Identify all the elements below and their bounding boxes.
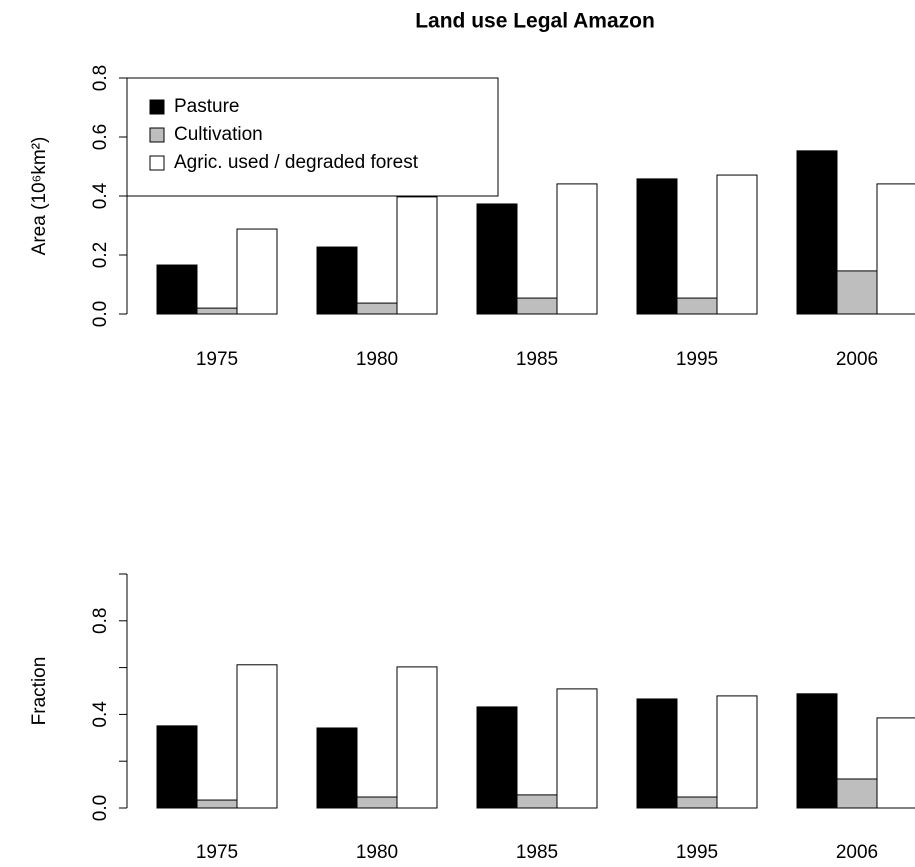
bar — [876, 717, 915, 809]
bar — [316, 727, 358, 809]
bar — [356, 796, 398, 809]
bar — [356, 302, 398, 315]
y-tick-label: 0.4 — [90, 182, 111, 209]
bar — [396, 196, 438, 315]
y-tick-label: 0.8 — [90, 608, 111, 634]
bar — [796, 150, 838, 315]
bar — [236, 664, 278, 809]
bar — [676, 297, 718, 315]
bar — [716, 695, 758, 809]
bar — [396, 666, 438, 809]
legend-label: Pasture — [174, 96, 239, 117]
bar — [156, 264, 198, 315]
bar — [836, 270, 878, 315]
y-tick-label: 0.8 — [90, 65, 111, 91]
bar — [476, 203, 518, 315]
x-tick-label: 1975 — [196, 842, 238, 863]
x-tick-label: 1980 — [356, 842, 398, 863]
legend-box — [126, 77, 499, 197]
x-tick-label: 1995 — [676, 349, 718, 370]
bar — [516, 794, 558, 809]
bar — [156, 725, 198, 809]
bar — [676, 796, 718, 809]
y-tick-label: 0.4 — [90, 701, 111, 728]
bar — [316, 246, 358, 315]
bar — [636, 698, 678, 809]
bar — [516, 297, 558, 315]
bar — [196, 799, 238, 809]
legend-label: Cultivation — [174, 124, 263, 145]
bar — [836, 778, 878, 809]
bar — [556, 183, 598, 315]
x-tick-label: 2006 — [836, 842, 878, 863]
x-tick-label: 1975 — [196, 349, 238, 370]
bar — [796, 693, 838, 809]
chart-title: Land use Legal Amazon — [415, 10, 655, 33]
legend-swatch — [149, 127, 165, 143]
bar — [196, 307, 238, 315]
bar — [556, 688, 598, 809]
x-tick-label: 1980 — [356, 349, 398, 370]
x-tick-label: 2006 — [836, 349, 878, 370]
bar — [876, 183, 915, 315]
y-tick-label: 0.0 — [90, 795, 111, 821]
y-tick-label: 0.6 — [90, 124, 111, 150]
x-tick-label: 1985 — [516, 349, 558, 370]
bar — [476, 706, 518, 809]
y-axis-label: Area (10⁶km²) — [29, 137, 50, 256]
legend-swatch — [149, 155, 165, 171]
bar — [636, 178, 678, 315]
y-tick-label: 0.2 — [90, 242, 111, 268]
legend-label: Agric. used / degraded forest — [174, 152, 419, 173]
y-axis-label: Fraction — [29, 657, 50, 726]
y-tick-label: 0.0 — [90, 301, 111, 327]
bar — [716, 174, 758, 315]
legend-swatch — [149, 99, 165, 115]
bar — [236, 228, 278, 315]
x-tick-label: 1985 — [516, 842, 558, 863]
x-tick-label: 1995 — [676, 842, 718, 863]
